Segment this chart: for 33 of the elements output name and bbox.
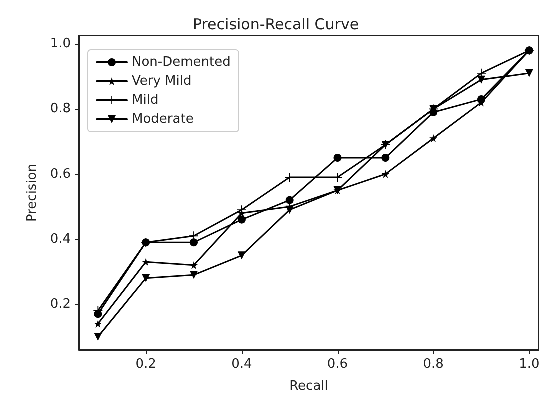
y-tick-label: 0.8 (50, 102, 71, 117)
point (430, 134, 438, 142)
legend-label: Moderate (132, 112, 194, 127)
legend-label: Very Mild (132, 74, 192, 89)
y-tick-label: 1.0 (50, 36, 71, 52)
point (238, 216, 246, 224)
point (525, 69, 534, 78)
chart-title: Precision-Recall Curve (192, 16, 360, 34)
point (190, 271, 198, 280)
point (238, 252, 246, 260)
legend-label: Mild (132, 93, 159, 108)
point (478, 76, 486, 84)
point (142, 274, 150, 282)
y-tick-label: 0.4 (50, 232, 71, 247)
x-tick-label: 0.2 (136, 357, 156, 372)
legend-label: Non-Demented (132, 55, 231, 70)
y-tick-label: 0.6 (50, 166, 71, 182)
point (94, 320, 102, 328)
point (190, 238, 198, 247)
point (94, 332, 102, 341)
point (382, 154, 390, 162)
point (334, 154, 342, 162)
y-tick-label: 0.2 (50, 296, 71, 312)
x-tick-label: 0.4 (232, 357, 252, 372)
x-tick-label: 0.8 (423, 357, 444, 372)
point (382, 170, 390, 178)
x-tick-label: 1.0 (519, 357, 540, 372)
y-axis-title: Precision (25, 164, 40, 222)
point (286, 206, 294, 214)
x-axis-title: Recall (290, 379, 328, 394)
point (142, 258, 150, 266)
point (286, 196, 294, 204)
x-tick-label: 0.6 (327, 357, 348, 372)
